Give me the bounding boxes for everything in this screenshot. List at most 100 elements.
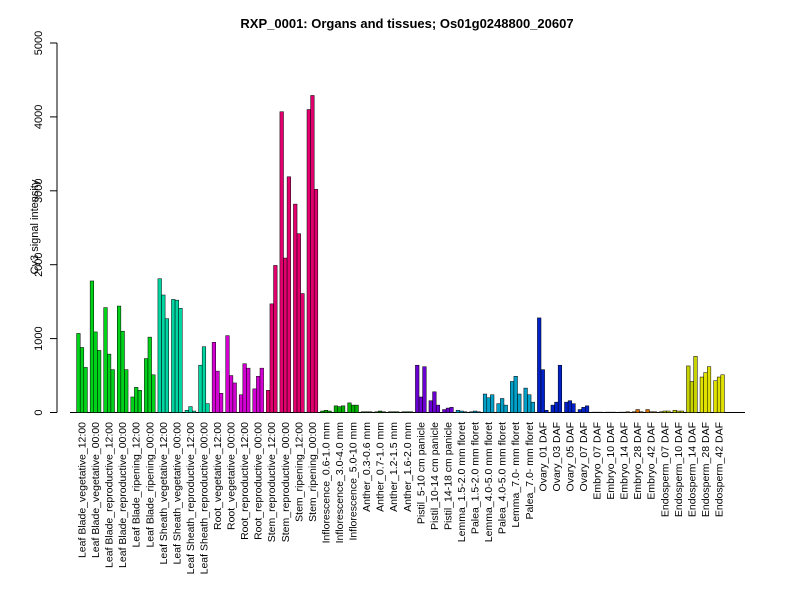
bar: [401, 411, 406, 413]
x-tick-label: Stem_ripening_00:00: [307, 422, 319, 522]
bar: [137, 390, 142, 413]
y-tick-label: 4000: [33, 105, 45, 129]
bar: [198, 364, 203, 413]
bar: [679, 410, 684, 413]
bar: [459, 410, 464, 413]
bar: [632, 411, 637, 413]
x-tick-label: Endosperm_42 DAF: [714, 422, 726, 517]
bar: [666, 410, 671, 413]
y-tick-label: 3000: [33, 179, 45, 203]
bar: [178, 308, 183, 413]
bar: [517, 393, 522, 413]
bar: [693, 356, 698, 413]
bar: [337, 406, 342, 413]
bar: [347, 402, 352, 413]
bar: [645, 409, 650, 413]
x-tick-label: Root_vegetative_00:00: [226, 422, 238, 530]
y-tick-label: 2000: [33, 252, 45, 276]
bar: [201, 346, 207, 413]
x-tick-label: Inflorescence_5.0-10 mm: [348, 422, 360, 541]
bar: [490, 394, 495, 413]
bar: [544, 410, 549, 413]
bar: [415, 364, 420, 413]
bar: [364, 411, 369, 413]
x-tick-label: Leaf Sheath_vegetative_12:00: [158, 422, 170, 565]
x-tick-label: Ovary_03 DAF: [551, 422, 563, 491]
bar: [157, 278, 162, 413]
x-tick-label: Pistil_5-10 cm panicle: [415, 422, 427, 524]
y-tick-label: 1000: [33, 326, 45, 350]
bar: [540, 369, 545, 413]
bar: [523, 387, 528, 413]
bar: [567, 400, 572, 413]
bar: [110, 369, 115, 413]
bar: [625, 411, 630, 413]
x-tick-label: Pistil_10-14 cm panicle: [429, 422, 441, 530]
bar: [93, 331, 98, 413]
x-tick-label: Stem_reproductive_12:00: [266, 422, 278, 542]
bar: [503, 404, 508, 413]
x-tick-label: Embryo_28 DAF: [632, 422, 644, 500]
bar: [83, 367, 88, 413]
chart-title: RXP_0001: Organs and tissues; Os01g02488…: [240, 16, 573, 31]
bar: [612, 411, 617, 413]
y-tick-label: 0: [33, 409, 45, 415]
bar: [300, 293, 305, 413]
bar: [107, 353, 112, 413]
bar: [500, 398, 505, 413]
bar: [184, 410, 189, 413]
bar: [713, 380, 718, 413]
bar: [293, 203, 298, 413]
x-tick-label: Endosperm_14 DAF: [686, 422, 698, 517]
x-tick-label: Endosperm_07 DAF: [659, 422, 671, 517]
bar: [256, 376, 261, 413]
bar: [144, 358, 149, 413]
bar: [333, 405, 338, 413]
bar: [269, 303, 274, 413]
bar: [564, 401, 569, 413]
x-tick-label: Endosperm_10 DAF: [673, 422, 685, 517]
bar: [225, 335, 230, 413]
bar: [374, 411, 379, 413]
bar: [554, 401, 559, 413]
bar: [120, 330, 125, 413]
bar: [395, 411, 400, 413]
bar: [571, 403, 576, 413]
bar: [445, 407, 450, 413]
bar: [306, 109, 311, 413]
bar: [310, 95, 315, 413]
x-tick-label: Root_reproductive_00:00: [253, 422, 265, 540]
y-axis-label: Cy3 signal intensity: [29, 179, 41, 274]
bar: [378, 410, 383, 413]
bar: [527, 394, 532, 413]
bar: [273, 265, 278, 413]
x-tick-label: Ovary_01 DAF: [537, 422, 549, 491]
bar: [510, 381, 515, 413]
x-tick-label: Palea_1.5-2.0 mm floret: [470, 422, 482, 534]
bar: [672, 410, 677, 413]
bar: [151, 374, 156, 413]
bar: [408, 411, 413, 413]
bar: [360, 411, 366, 413]
bar: [594, 411, 600, 413]
bar: [259, 367, 264, 413]
bar: [188, 406, 193, 413]
bar: [232, 382, 237, 413]
x-tick-label: Embryo_10 DAF: [605, 422, 617, 500]
bar: [707, 366, 712, 413]
bar: [585, 405, 590, 413]
bar: [147, 336, 152, 413]
bar: [428, 400, 433, 413]
bar: [652, 411, 657, 413]
x-tick-label: Ovary_07 DAF: [578, 422, 590, 491]
bar: [161, 294, 166, 413]
bar: [662, 410, 667, 413]
x-tick-label: Stem_reproductive_00:00: [280, 422, 292, 542]
bar: [639, 411, 644, 413]
x-tick-label: Leaf Blade_reproductive_12:00: [104, 422, 116, 568]
bar: [720, 374, 725, 413]
x-tick-label: Ovary_05 DAF: [564, 422, 576, 491]
x-tick-label: Anther_1.6-2.0 mm: [402, 422, 414, 512]
x-tick-label: Inflorescence_3.0-4.0 mm: [334, 422, 346, 544]
bar: [296, 233, 301, 413]
